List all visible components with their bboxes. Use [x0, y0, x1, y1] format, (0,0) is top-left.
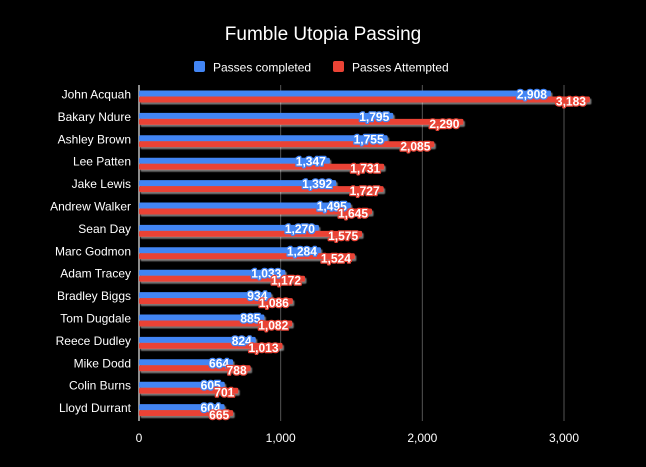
y-category-label: John Acquah [62, 88, 131, 102]
data-label-completed: 1,033 [251, 267, 281, 281]
data-label-attempted: 2,290 [429, 117, 459, 131]
y-category-label: Ashley Brown [58, 132, 131, 146]
data-label-attempted: 1,172 [271, 274, 301, 288]
bar-completed [139, 381, 225, 388]
y-category-label: Andrew Walker [50, 200, 131, 214]
y-category-label: Bradley Biggs [57, 289, 131, 303]
legend-label-completed: Passes completed [213, 61, 311, 75]
bar-completed [139, 404, 225, 411]
bar-attempted [139, 118, 464, 125]
y-category-label: Colin Burns [69, 379, 131, 393]
data-label-attempted: 1,086 [259, 296, 289, 310]
data-label-attempted: 1,731 [350, 162, 380, 176]
y-category-label: Mike Dodd [74, 356, 131, 370]
data-label-attempted: 665 [209, 408, 229, 422]
bar-completed [139, 135, 388, 142]
y-category-label: Jake Lewis [72, 177, 131, 191]
y-category-label: Lloyd Durrant [59, 401, 132, 415]
bar-completed [139, 359, 234, 366]
data-label-completed: 1,795 [359, 110, 389, 124]
bar-attempted [139, 230, 363, 237]
bar-attempted [139, 365, 251, 372]
data-label-attempted: 1,575 [328, 229, 358, 243]
data-label-completed: 1,755 [354, 132, 384, 146]
data-label-attempted: 2,085 [400, 139, 430, 153]
bar-attempted [139, 410, 234, 417]
y-category-label: Adam Tracey [60, 267, 131, 281]
bar-attempted [139, 342, 283, 349]
bar-attempted [139, 387, 239, 394]
legend-swatch-completed [194, 61, 205, 72]
bar-attempted [139, 320, 293, 327]
bar-attempted [139, 96, 590, 103]
data-label-completed: 1,270 [285, 222, 315, 236]
data-label-completed: 824 [232, 334, 252, 348]
bar-completed [139, 292, 272, 299]
data-label-completed: 604 [201, 401, 221, 415]
chart-title: Fumble Utopia Passing [225, 24, 421, 45]
bar-attempted [139, 253, 355, 260]
bar-attempted [139, 186, 384, 193]
data-label-completed: 664 [209, 356, 229, 370]
legend-label-attempted: Passes Attempted [352, 61, 449, 75]
data-label-attempted: 788 [227, 363, 247, 377]
bar-attempted [139, 298, 293, 305]
y-category-label: Sean Day [78, 222, 131, 236]
bars [139, 90, 590, 417]
data-label-completed: 2,908 [517, 88, 547, 102]
data-label-completed: 885 [240, 312, 260, 326]
bar-attempted [139, 141, 435, 148]
bar-completed [139, 90, 551, 97]
bar-completed [139, 314, 265, 321]
bar-completed [139, 157, 330, 164]
y-category-label: Tom Dugdale [60, 312, 131, 326]
y-category-label: Lee Patten [73, 155, 131, 169]
bar-completed [139, 336, 256, 343]
data-label-attempted: 1,524 [321, 251, 351, 265]
bar-attempted [139, 163, 385, 170]
data-label-attempted: 1,645 [338, 207, 368, 221]
x-tick-label-0: 0 [136, 431, 143, 445]
y-category-label: Reece Dudley [56, 334, 131, 348]
data-labels: 2,908 3,183 1,795 2,290 1,755 2,085 1,347 1,731… [199, 86, 587, 423]
x-tick-label-2: 2,000 [407, 431, 437, 445]
bar-attempted [139, 275, 306, 282]
y-category-label: Marc Godmon [55, 244, 131, 258]
data-label-attempted: 1,727 [350, 184, 380, 198]
data-label-attempted: 1,013 [248, 341, 278, 355]
y-category-label: Bakary Ndure [58, 110, 132, 124]
legend-swatch-attempted [333, 61, 344, 72]
bar-completed [139, 180, 337, 187]
x-axis-ticks: 0 1,000 2,000 3,000 [136, 431, 580, 445]
bar-completed [139, 112, 394, 119]
data-label-completed: 605 [201, 379, 221, 393]
data-label-completed: 1,495 [317, 200, 347, 214]
x-tick-label-1: 1,000 [266, 431, 296, 445]
bar-completed [139, 247, 321, 254]
data-label-completed: 1,392 [302, 177, 332, 191]
data-label-completed: 1,284 [287, 244, 317, 258]
data-label-attempted: 1,082 [258, 319, 288, 333]
bar-completed [139, 224, 319, 231]
bar-attempted [139, 208, 373, 215]
data-label-attempted: 701 [214, 386, 234, 400]
y-axis-categories: John Acquah Bakary Ndure Ashley Brown Lee P… [50, 88, 132, 416]
x-tick-label-3: 3,000 [549, 431, 579, 445]
data-label-attempted: 3,183 [556, 95, 586, 109]
data-label-completed: 1,347 [296, 155, 326, 169]
data-label-completed: 934 [247, 289, 267, 303]
bar-completed [139, 269, 286, 276]
legend: Passes completed Passes Attempted [194, 61, 449, 75]
bar-completed [139, 202, 351, 209]
